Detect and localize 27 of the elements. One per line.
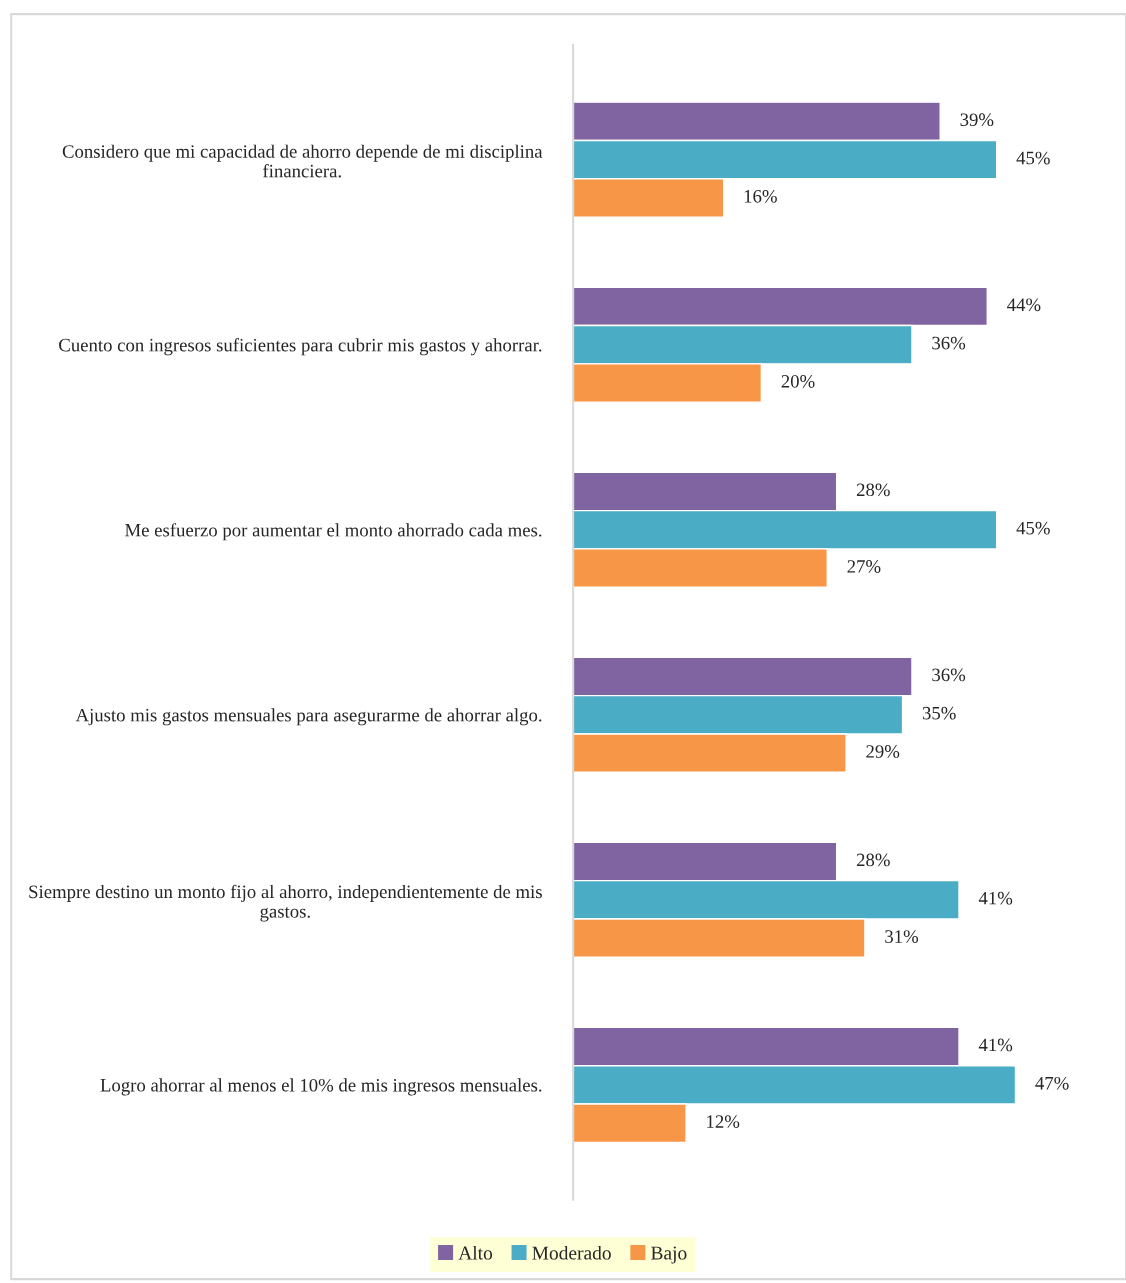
data-label: 12% [707,1115,740,1128]
data-label: 16% [744,189,777,203]
y-tick-label: Considero que mi capacidad de ahorro depende de mi disciplina financiera. [62,144,543,178]
y-tick-label: Logro ahorrar al menos el 10% de mis ingresos mensuales. [100,1078,542,1096]
data-label: 20% [781,375,815,388]
data-label: 28% [856,483,890,497]
y-tick-label: Ajusto mis gastos mensuales para asegurarme de ahorrar algo. [75,708,542,726]
data-label: 36% [932,668,966,682]
data-label: 29% [866,745,900,758]
legend-label: Alto [458,1245,493,1260]
y-tick-label: Cuento con ingresos suficientes para cubrir mis gastos y ahorrar. [59,338,542,356]
data-label: 47% [1035,1076,1069,1090]
data-label: 44% [1007,298,1041,312]
data-label: 41% [978,891,1013,905]
data-label: 45% [1016,151,1050,165]
y-tick-label: Me esfuerzo por aumentar el monto ahorrado cada mes. [125,523,542,541]
data-label: 31% [885,930,919,943]
data-label: 27% [847,560,881,573]
data-label: 41% [978,1038,1013,1052]
y-tick-label: Siempre destino un monto fijo al ahorro, independientemente de mis gastos. [29,884,542,922]
data-label: 28% [856,853,890,867]
legend-label: Moderado [532,1245,611,1260]
data-label: 45% [1016,521,1050,535]
data-label: 35% [922,706,956,720]
data-label: 36% [932,336,966,350]
data-label: 39% [960,113,994,127]
legend-label: Bajo [651,1246,687,1264]
